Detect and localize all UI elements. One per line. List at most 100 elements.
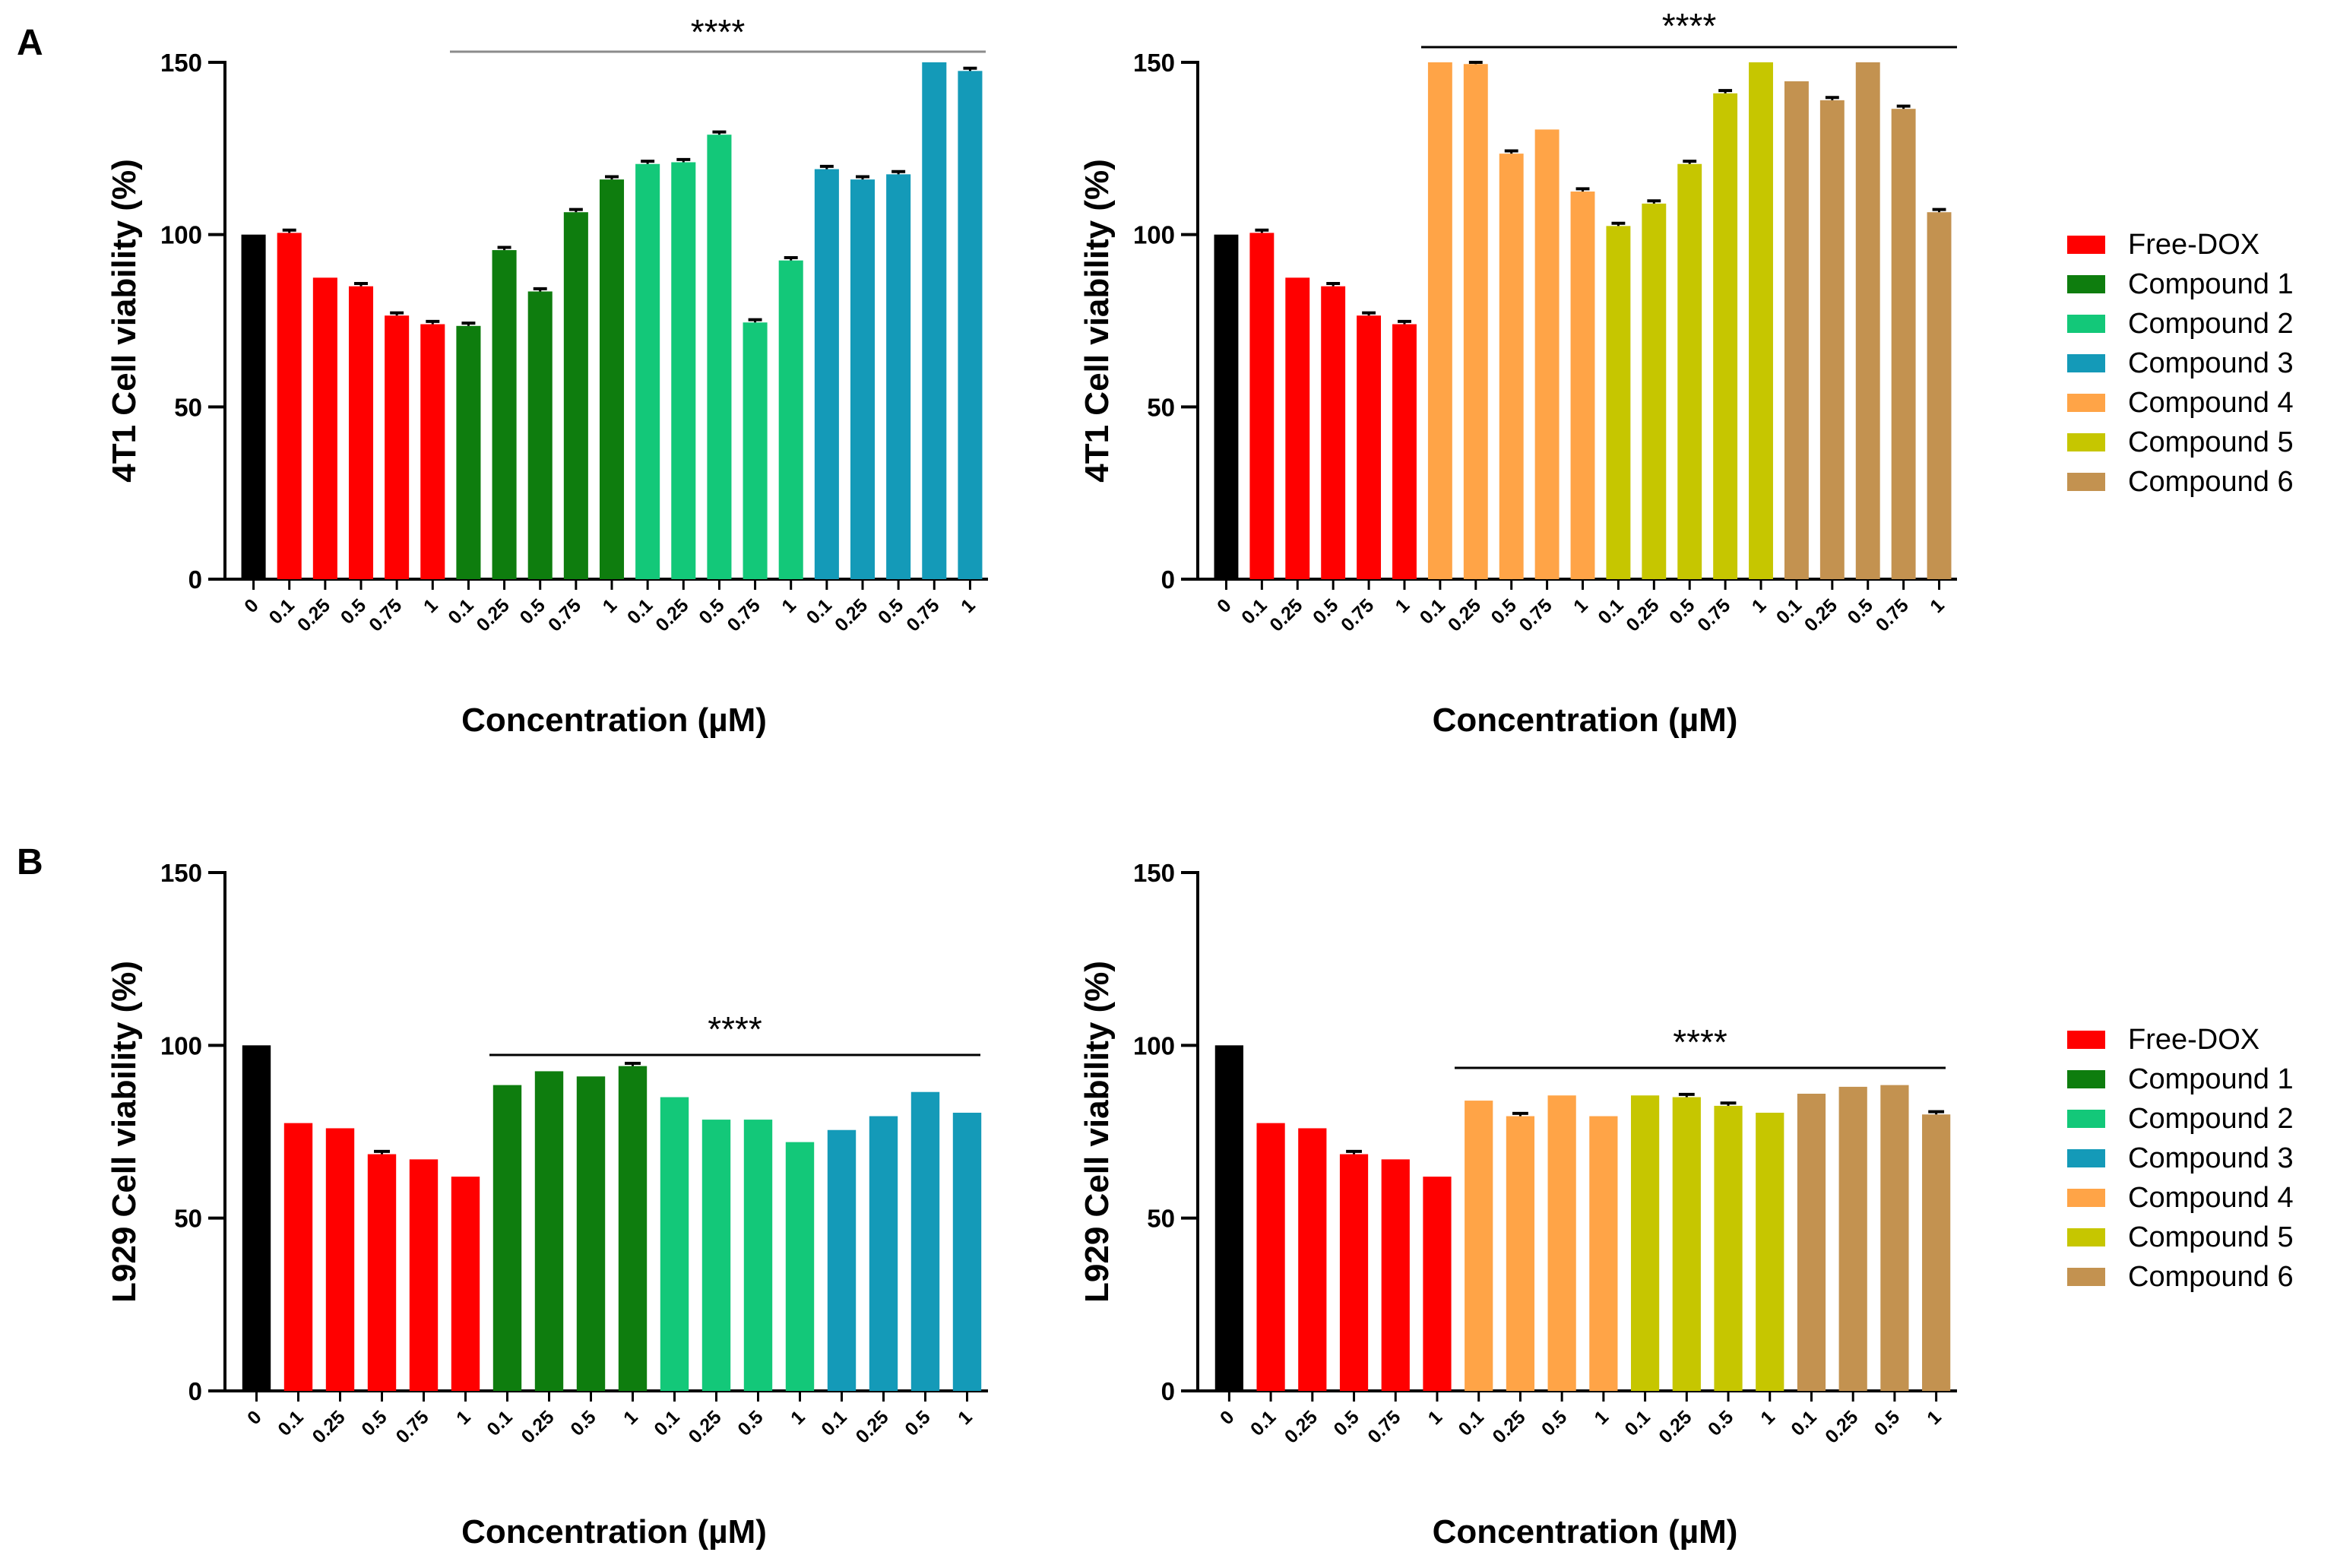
x-tick-label: 0.75 xyxy=(1872,594,1913,635)
x-tick-label: 0.75 xyxy=(1363,1406,1404,1447)
legend-label: Compound 3 xyxy=(2128,347,2294,379)
bar xyxy=(312,277,337,579)
x-tick-label: 0.5 xyxy=(1329,1406,1363,1440)
legend-swatch xyxy=(2067,1070,2105,1088)
x-tick-label: 0.75 xyxy=(544,594,585,635)
x-axis-title: Concentration (µM) xyxy=(461,702,767,739)
bar xyxy=(814,169,839,580)
x-tick-label: 0.1 xyxy=(274,1406,307,1440)
legend-swatch xyxy=(2067,433,2105,451)
x-tick-label: 0.25 xyxy=(1655,1406,1696,1447)
x-tick-label: 0.5 xyxy=(1844,594,1877,628)
x-tick-label: 0.75 xyxy=(365,594,406,635)
x-tick-label: 0.25 xyxy=(1488,1406,1529,1447)
legend-label: Free-DOX xyxy=(2128,229,2259,261)
legend-label: Compound 4 xyxy=(2128,1182,2294,1214)
legend-label: Compound 2 xyxy=(2128,308,2294,340)
bar xyxy=(492,1085,522,1391)
bar xyxy=(492,250,517,579)
legend-swatch xyxy=(2067,1268,2105,1286)
bar xyxy=(869,1116,898,1391)
x-tick-label: 0.1 xyxy=(1772,594,1806,628)
y-axis-title: 4T1 Cell viability (%) xyxy=(1078,159,1116,482)
x-tick-label: 0.5 xyxy=(337,594,370,628)
bar xyxy=(385,315,410,579)
x-tick-label: 0.5 xyxy=(1309,594,1342,628)
y-tick-label: 50 xyxy=(1147,1205,1175,1233)
bar xyxy=(1321,286,1346,579)
x-tick-label: 0.1 xyxy=(650,1406,683,1440)
x-tick-label: 1 xyxy=(957,594,980,617)
legend-swatch xyxy=(2067,1149,2105,1167)
x-tick-label: 0.5 xyxy=(1704,1406,1737,1440)
panel-label-a: A xyxy=(17,23,43,63)
x-tick-label: 0.1 xyxy=(444,594,477,628)
x-tick-label: 1 xyxy=(1748,594,1771,617)
x-tick-label: 0.75 xyxy=(902,594,943,635)
bar xyxy=(1756,1112,1784,1391)
bar xyxy=(1465,1101,1493,1391)
x-tick-label: 0.75 xyxy=(392,1406,433,1447)
x-tick-label: 1 xyxy=(1756,1406,1779,1429)
bar xyxy=(1298,1128,1327,1391)
panel-label-b: B xyxy=(17,842,43,882)
legend-label: Compound 6 xyxy=(2128,1261,2294,1293)
x-tick-label: 0.25 xyxy=(852,1406,893,1447)
bar xyxy=(743,322,768,579)
bar xyxy=(635,163,660,579)
y-axis-title: L929 Cell viability (%) xyxy=(106,961,143,1303)
x-tick-label: 0.1 xyxy=(1416,594,1449,628)
legend-swatch xyxy=(2067,275,2105,293)
x-tick-label: 0.25 xyxy=(1622,594,1663,635)
x-tick-label: 0.25 xyxy=(309,1406,350,1447)
x-tick-label: 0.5 xyxy=(516,594,549,628)
legend-label: Compound 6 xyxy=(2128,466,2294,498)
x-axis-title: Concentration (µM) xyxy=(461,1513,767,1551)
x-tick-label: 0.5 xyxy=(1487,594,1521,628)
x-tick-label: 0.5 xyxy=(1870,1406,1904,1440)
x-tick-label: 1 xyxy=(452,1406,475,1429)
bar xyxy=(283,1123,313,1391)
bar xyxy=(1339,1154,1369,1391)
x-tick-label: 1 xyxy=(619,1406,642,1429)
bar xyxy=(1249,233,1275,579)
bar xyxy=(707,135,732,579)
y-tick-label: 0 xyxy=(188,565,202,594)
bar xyxy=(420,324,445,579)
bar xyxy=(242,1045,271,1391)
legend-swatch xyxy=(2067,1228,2105,1246)
x-tick-label: 0.1 xyxy=(1455,1406,1488,1440)
legend-label: Compound 3 xyxy=(2128,1142,2294,1174)
x-tick-label: 0 xyxy=(1216,1406,1239,1429)
bar xyxy=(922,62,947,579)
legend-label: Compound 5 xyxy=(2128,1221,2294,1253)
x-tick-label: 0.25 xyxy=(293,594,334,635)
bar xyxy=(456,325,481,579)
bar xyxy=(1214,234,1239,579)
x-tick-label: 0.25 xyxy=(831,594,872,635)
x-tick-label: 0.1 xyxy=(817,1406,850,1440)
y-tick-label: 150 xyxy=(1133,49,1175,77)
x-tick-label: 1 xyxy=(777,594,800,617)
x-tick-label: 0.1 xyxy=(1620,1406,1654,1440)
bar xyxy=(910,1091,940,1391)
x-tick-label: 1 xyxy=(954,1406,977,1429)
significance-stars: **** xyxy=(1673,1022,1727,1062)
bar xyxy=(241,234,266,579)
x-tick-label: 0.5 xyxy=(695,594,728,628)
bar xyxy=(1891,109,1916,579)
bar xyxy=(451,1177,480,1391)
bar xyxy=(1642,203,1667,579)
legend-label: Compound 1 xyxy=(2128,268,2294,300)
y-tick-label: 100 xyxy=(1133,1031,1175,1060)
bar xyxy=(1880,1085,1909,1391)
legend-swatch xyxy=(2067,1110,2105,1128)
y-tick-label: 50 xyxy=(1147,393,1175,421)
legend-swatch xyxy=(2067,354,2105,372)
x-tick-label: 0.1 xyxy=(623,594,657,628)
bar xyxy=(1927,212,1952,579)
bar xyxy=(1855,62,1880,579)
bar xyxy=(1630,1095,1660,1391)
legend-swatch xyxy=(2067,394,2105,412)
